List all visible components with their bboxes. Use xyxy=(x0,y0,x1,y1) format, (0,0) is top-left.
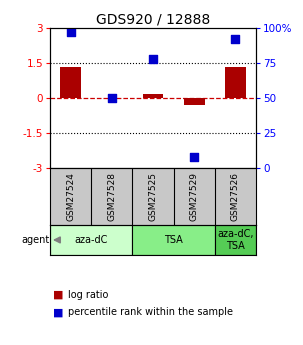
Point xyxy=(68,29,73,34)
Title: GDS920 / 12888: GDS920 / 12888 xyxy=(96,12,210,27)
Text: GSM27526: GSM27526 xyxy=(231,172,240,221)
Bar xyxy=(132,225,215,255)
Bar xyxy=(184,98,205,105)
Bar xyxy=(50,225,132,255)
Text: GSM27525: GSM27525 xyxy=(148,172,158,221)
Point xyxy=(109,95,114,101)
Bar xyxy=(215,225,256,255)
Text: GSM27529: GSM27529 xyxy=(190,172,199,221)
Text: percentile rank within the sample: percentile rank within the sample xyxy=(68,307,233,317)
Text: GSM27524: GSM27524 xyxy=(66,172,75,221)
Text: log ratio: log ratio xyxy=(68,290,108,300)
Point xyxy=(233,36,238,42)
Text: aza-dC,
TSA: aza-dC, TSA xyxy=(217,229,254,251)
Text: ■: ■ xyxy=(53,290,64,300)
Point xyxy=(192,154,197,160)
Text: aza-dC: aza-dC xyxy=(75,235,108,245)
Bar xyxy=(225,68,246,98)
Text: ■: ■ xyxy=(53,307,64,317)
Bar xyxy=(60,68,81,98)
Text: GSM27528: GSM27528 xyxy=(107,172,116,221)
Text: TSA: TSA xyxy=(164,235,183,245)
Text: agent: agent xyxy=(22,235,50,245)
Bar xyxy=(143,95,163,98)
Point xyxy=(151,56,155,61)
